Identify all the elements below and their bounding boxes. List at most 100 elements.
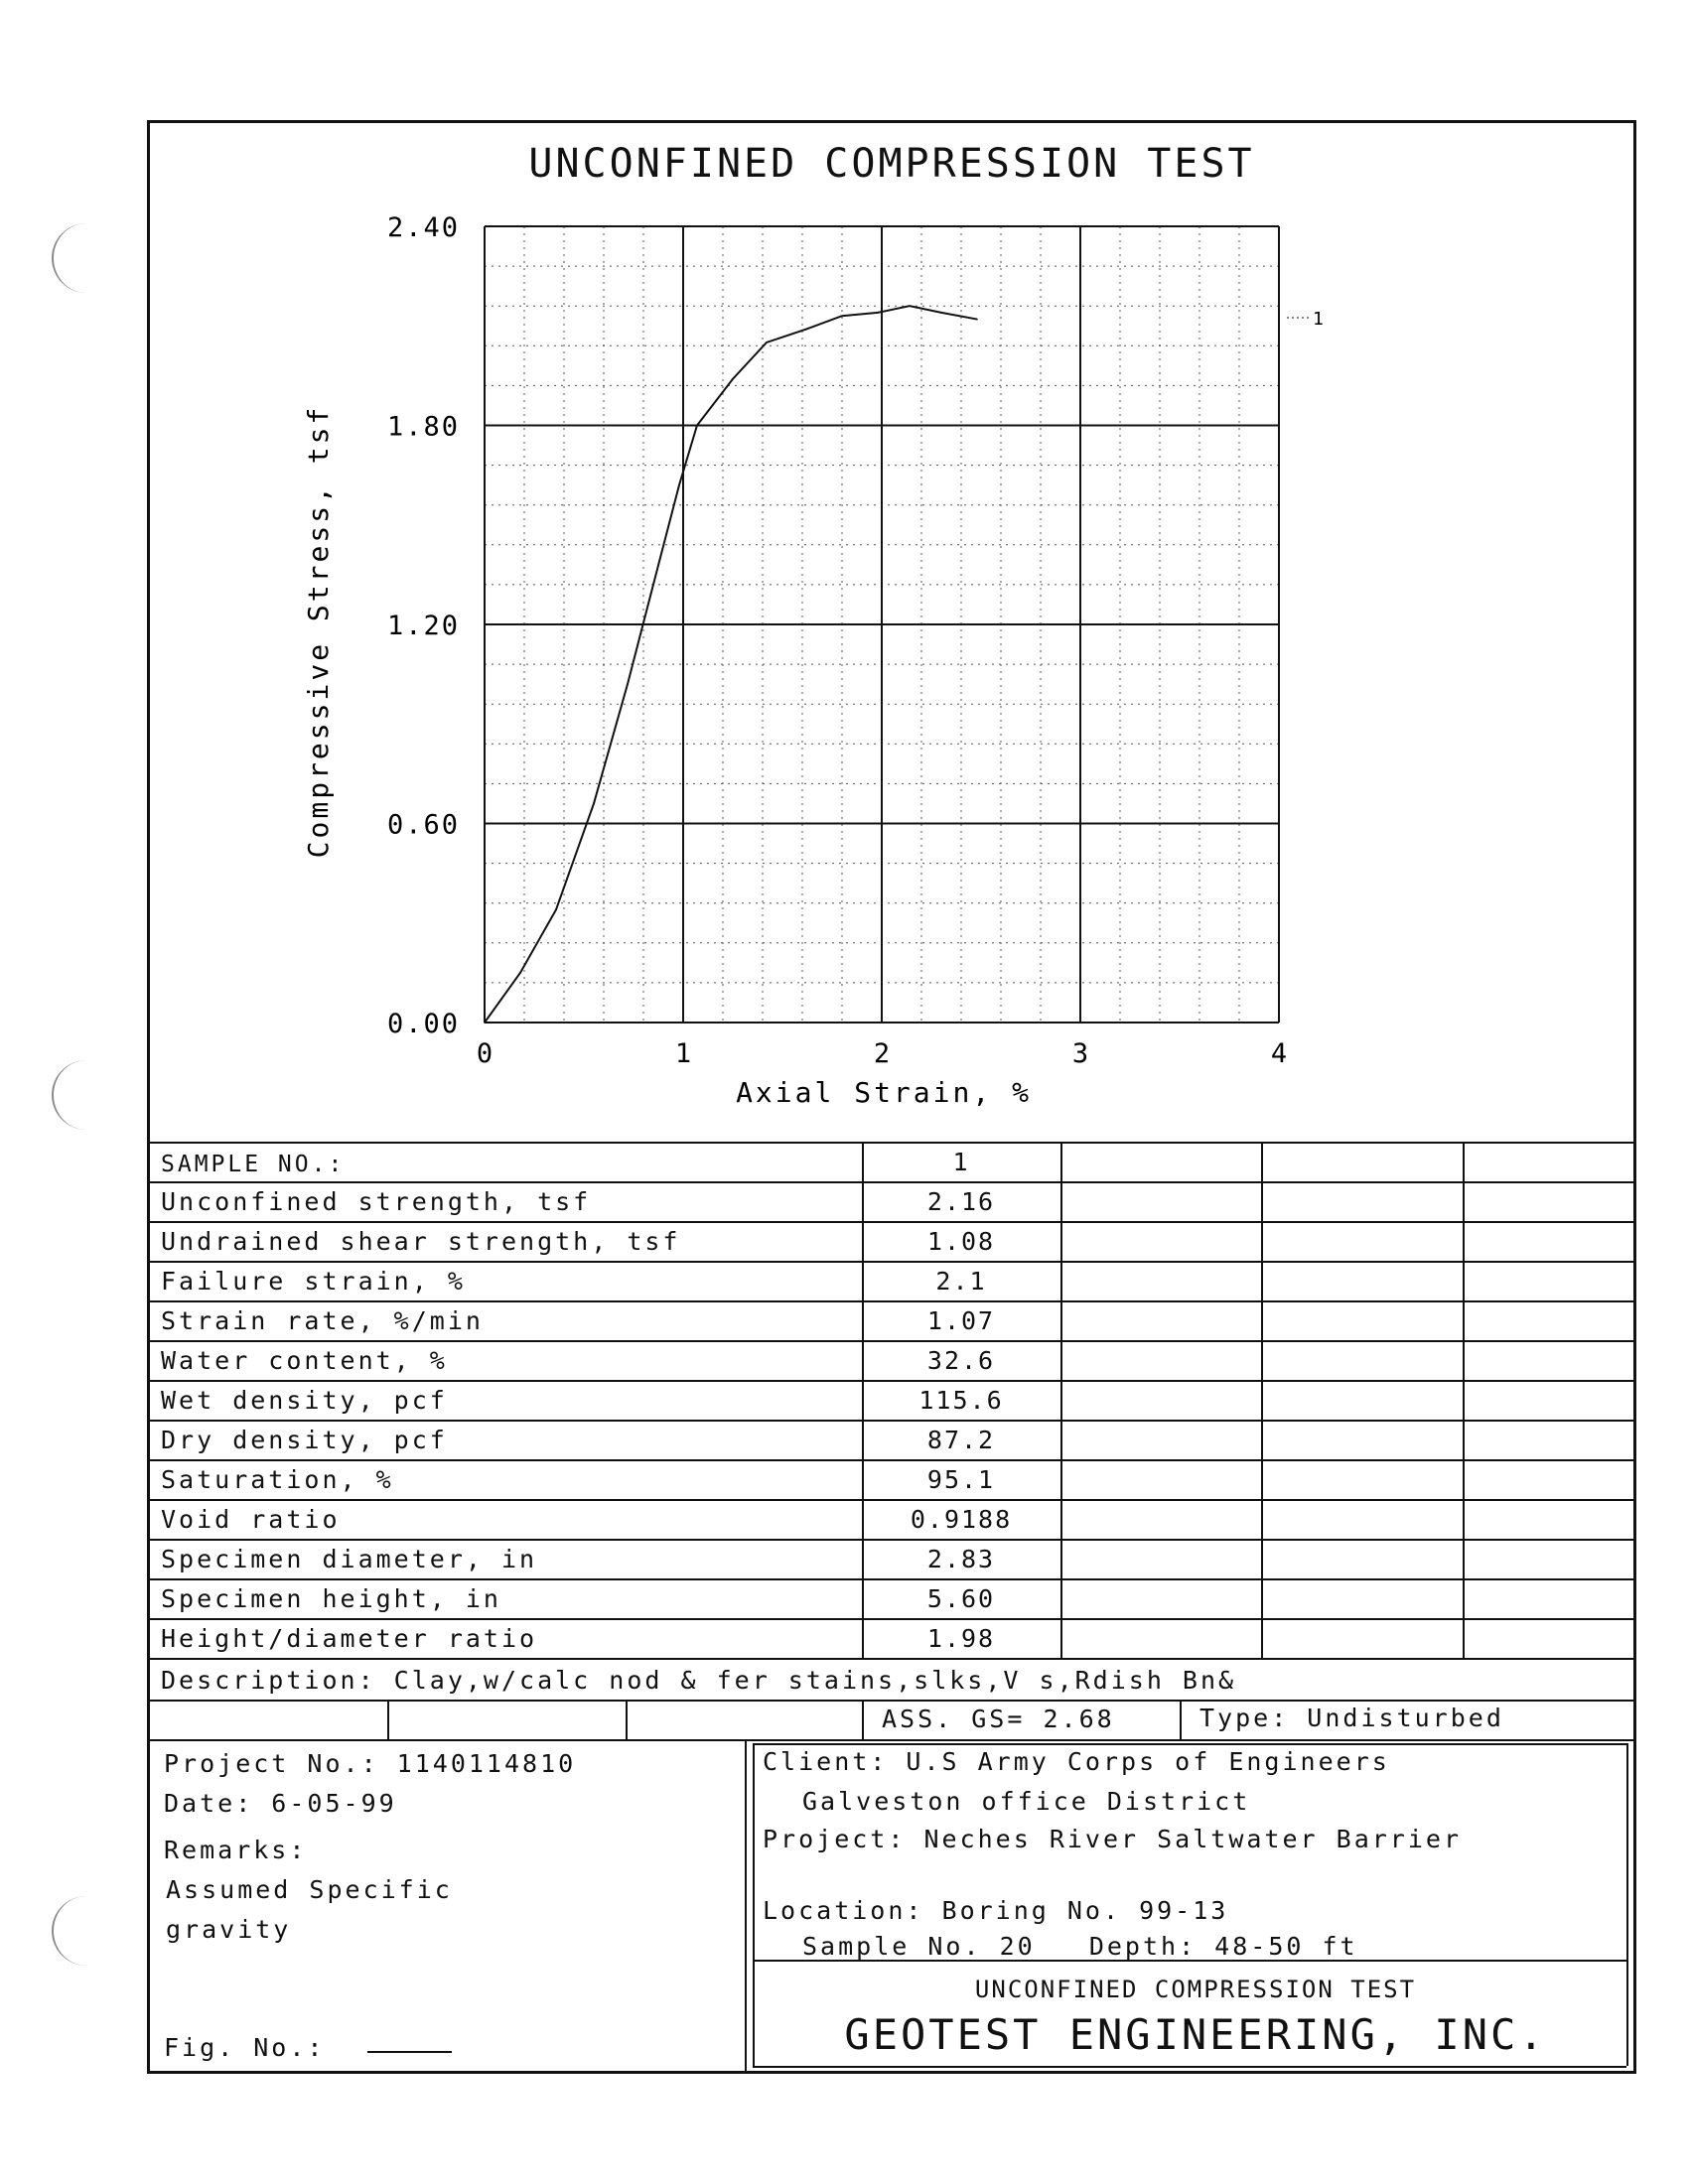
- company-name: GEOTEST ENGINEERING, INC.: [844, 2010, 1547, 2059]
- table-rule: [147, 1340, 1636, 1342]
- property-label: Height/diameter ratio: [161, 1624, 538, 1653]
- property-label: Wet density, pcf: [161, 1386, 448, 1415]
- y-tick-label: 0.00: [387, 1009, 460, 1039]
- property-value: 95.1: [926, 1465, 996, 1494]
- x-tick-label: 1: [675, 1038, 691, 1069]
- data-point: [841, 315, 843, 318]
- property-value: 0.9188: [910, 1505, 1013, 1534]
- property-value: 87.2: [926, 1426, 996, 1454]
- stress-strain-chart: 0 1 2 3 4 0.00 0.60 1.20 1.80 2.40 1 Axial Strain…: [302, 212, 1324, 1109]
- y-axis-label: Compressive Stress, tsf: [302, 405, 335, 859]
- x-tick-label: 4: [1271, 1038, 1287, 1069]
- punch-hole-mark: [52, 1896, 93, 1966]
- property-label: Specimen height, in: [161, 1584, 501, 1613]
- data-point: [940, 312, 942, 314]
- sample-depth: Sample No. 20 Depth: 48-50 ft: [802, 1932, 1358, 1961]
- table-column-rule: [1060, 1142, 1062, 1658]
- property-value: 5.60: [926, 1584, 996, 1613]
- x-tick-label: 3: [1072, 1038, 1088, 1069]
- table-rule: [147, 1459, 1636, 1461]
- chart-title: UNCONFINED COMPRESSION TEST: [528, 141, 1255, 187]
- info-rule: [753, 1960, 1626, 1962]
- data-point: [484, 1022, 486, 1024]
- property-label: Saturation, %: [161, 1465, 394, 1494]
- y-tick-label: 2.40: [387, 212, 460, 243]
- sample-no-label: SAMPLE NO.:: [161, 1152, 346, 1177]
- property-value: 2.16: [926, 1187, 996, 1216]
- series-legend-label: 1: [1313, 309, 1324, 330]
- table-rule: [147, 1499, 1636, 1501]
- property-value: 2.83: [926, 1545, 996, 1573]
- table-rule: [147, 1261, 1636, 1263]
- table-column-rule: [862, 1700, 864, 1739]
- property-label: Undrained shear strength, tsf: [161, 1227, 681, 1256]
- table-column-rule: [387, 1700, 389, 1739]
- project-number: Project No.: 1140114810: [164, 1749, 577, 1778]
- data-point: [658, 560, 660, 563]
- property-label: Unconfined strength, tsf: [161, 1187, 592, 1216]
- data-point: [877, 312, 879, 314]
- table-column-rule: [1463, 1142, 1465, 1658]
- data-point: [696, 424, 698, 427]
- data-point: [593, 802, 595, 805]
- data-point: [766, 341, 768, 343]
- table-rule: [147, 1539, 1636, 1541]
- table-column-rule: [862, 1142, 864, 1658]
- table-column-rule: [626, 1700, 628, 1739]
- property-label: Specimen diameter, in: [161, 1545, 538, 1573]
- data-point: [909, 305, 911, 308]
- punch-hole-mark: [52, 223, 93, 293]
- assumed-gs: ASS. GS= 2.68: [882, 1705, 1115, 1733]
- info-divider: [745, 1739, 747, 2074]
- property-value: 1.08: [926, 1227, 996, 1256]
- info-divider: [753, 1743, 755, 2066]
- table-rule: [147, 1578, 1636, 1580]
- table-rule: [147, 1420, 1636, 1422]
- property-label: Failure strain, %: [161, 1267, 466, 1296]
- test-date: Date: 6-05-99: [164, 1789, 397, 1818]
- property-value: 1.98: [926, 1624, 996, 1653]
- remarks-label: Remarks:: [164, 1836, 308, 1864]
- client-office: Galveston office District: [802, 1787, 1251, 1816]
- x-tick-label: 2: [874, 1038, 890, 1069]
- series-line: [484, 305, 978, 1024]
- project-name: Project: Neches River Saltwater Barrier: [763, 1825, 1462, 1853]
- property-value: 32.6: [926, 1346, 996, 1375]
- figure-number-blank: [367, 2051, 452, 2053]
- info-rule: [753, 2066, 1626, 2068]
- table-rule: [147, 1700, 1636, 1702]
- description: Description: Clay,w/calc nod & fer stain…: [161, 1666, 1237, 1695]
- table-rule: [147, 1380, 1636, 1382]
- property-label: Water content, %: [161, 1346, 448, 1375]
- location: Location: Boring No. 99-13: [763, 1896, 1229, 1925]
- property-value: 2.1: [935, 1267, 987, 1296]
- table-rule: [147, 1658, 1636, 1660]
- table-column-rule: [1261, 1142, 1263, 1658]
- y-tick-label: 1.80: [387, 412, 460, 443]
- property-value: 1.07: [926, 1306, 996, 1335]
- y-tick-label: 0.60: [387, 810, 460, 841]
- report-frame: [147, 120, 1636, 2074]
- data-point: [627, 683, 629, 685]
- x-tick-label: 0: [477, 1038, 493, 1069]
- sample-no-value: 1: [952, 1148, 970, 1176]
- table-rule: [147, 1181, 1636, 1183]
- data-point: [805, 328, 807, 331]
- table-rule: [147, 1300, 1636, 1302]
- client: Client: U.S Army Corps of Engineers: [763, 1747, 1390, 1776]
- table-rule: [147, 1739, 1636, 1741]
- footer-title: UNCONFINED COMPRESSION TEST: [974, 1976, 1417, 2003]
- table-rule: [147, 1221, 1636, 1223]
- punch-hole-mark: [52, 1060, 93, 1130]
- x-axis-label: Axial Strain, %: [736, 1076, 1032, 1109]
- property-label: Dry density, pcf: [161, 1426, 448, 1454]
- y-tick-label: 1.20: [387, 611, 460, 641]
- data-point: [678, 483, 680, 486]
- info-rule: [753, 1743, 1626, 1745]
- data-point: [732, 377, 734, 380]
- info-rule: [1626, 1743, 1628, 2066]
- property-value: 115.6: [918, 1386, 1004, 1415]
- data-point: [976, 318, 978, 321]
- property-label: Strain rate, %/min: [161, 1306, 484, 1335]
- property-label: Void ratio: [161, 1505, 341, 1534]
